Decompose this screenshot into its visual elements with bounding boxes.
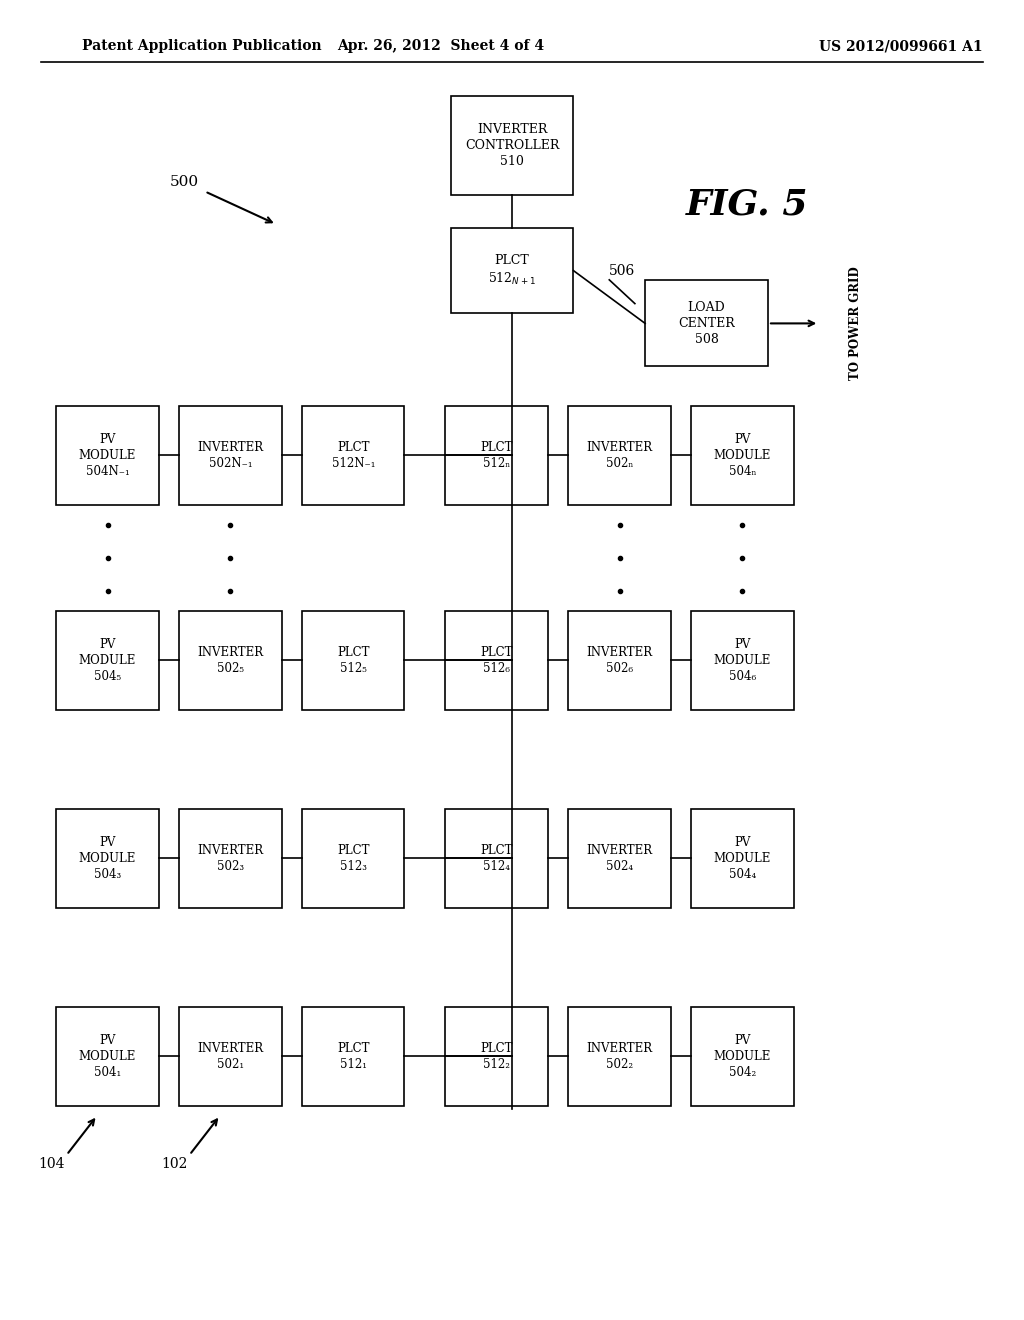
FancyBboxPatch shape xyxy=(568,407,671,504)
FancyBboxPatch shape xyxy=(179,1006,282,1106)
FancyBboxPatch shape xyxy=(179,610,282,710)
Text: PV
MODULE
504₃: PV MODULE 504₃ xyxy=(79,836,136,880)
Text: INVERTER
502₁: INVERTER 502₁ xyxy=(198,1041,263,1071)
FancyBboxPatch shape xyxy=(56,407,159,504)
Text: PV
MODULE
504ₙ: PV MODULE 504ₙ xyxy=(714,433,771,478)
Text: INVERTER
502₂: INVERTER 502₂ xyxy=(587,1041,652,1071)
Text: 102: 102 xyxy=(161,1158,187,1171)
Text: PV
MODULE
504₅: PV MODULE 504₅ xyxy=(79,638,136,682)
FancyBboxPatch shape xyxy=(691,407,794,504)
Text: PLCT
512ₙ: PLCT 512ₙ xyxy=(480,441,513,470)
Text: PV
MODULE
504₂: PV MODULE 504₂ xyxy=(714,1034,771,1078)
Text: TO POWER GRID: TO POWER GRID xyxy=(849,267,861,380)
Text: LOAD
CENTER
508: LOAD CENTER 508 xyxy=(678,301,735,346)
Text: Apr. 26, 2012  Sheet 4 of 4: Apr. 26, 2012 Sheet 4 of 4 xyxy=(337,40,544,53)
Text: INVERTER
502₃: INVERTER 502₃ xyxy=(198,843,263,873)
Text: INVERTER
CONTROLLER
510: INVERTER CONTROLLER 510 xyxy=(465,123,559,168)
Text: PV
MODULE
504₁: PV MODULE 504₁ xyxy=(79,1034,136,1078)
FancyBboxPatch shape xyxy=(445,407,548,504)
FancyBboxPatch shape xyxy=(568,1006,671,1106)
FancyBboxPatch shape xyxy=(56,1006,159,1106)
Text: PLCT
512$_{N+1}$: PLCT 512$_{N+1}$ xyxy=(488,255,536,286)
Text: US 2012/0099661 A1: US 2012/0099661 A1 xyxy=(819,40,983,53)
FancyBboxPatch shape xyxy=(691,610,794,710)
Text: PLCT
512₂: PLCT 512₂ xyxy=(480,1041,513,1071)
FancyBboxPatch shape xyxy=(445,1006,548,1106)
FancyBboxPatch shape xyxy=(302,1006,404,1106)
Text: 500: 500 xyxy=(170,176,199,189)
FancyBboxPatch shape xyxy=(451,227,573,313)
Text: FIG. 5: FIG. 5 xyxy=(686,187,809,222)
FancyBboxPatch shape xyxy=(179,407,282,504)
Text: PLCT
512₄: PLCT 512₄ xyxy=(480,843,513,873)
FancyBboxPatch shape xyxy=(56,610,159,710)
Text: PLCT
512₆: PLCT 512₆ xyxy=(480,645,513,675)
Text: PLCT
512₁: PLCT 512₁ xyxy=(337,1041,370,1071)
Text: 506: 506 xyxy=(609,264,636,277)
FancyBboxPatch shape xyxy=(56,808,159,908)
FancyBboxPatch shape xyxy=(302,808,404,908)
FancyBboxPatch shape xyxy=(645,280,768,366)
FancyBboxPatch shape xyxy=(302,610,404,710)
FancyBboxPatch shape xyxy=(445,808,548,908)
Text: INVERTER
502N₋₁: INVERTER 502N₋₁ xyxy=(198,441,263,470)
Text: INVERTER
502₄: INVERTER 502₄ xyxy=(587,843,652,873)
FancyBboxPatch shape xyxy=(302,407,404,504)
FancyBboxPatch shape xyxy=(691,808,794,908)
Text: Patent Application Publication: Patent Application Publication xyxy=(82,40,322,53)
FancyBboxPatch shape xyxy=(568,808,671,908)
Text: INVERTER
502₅: INVERTER 502₅ xyxy=(198,645,263,675)
Text: PLCT
512₃: PLCT 512₃ xyxy=(337,843,370,873)
Text: INVERTER
502₆: INVERTER 502₆ xyxy=(587,645,652,675)
FancyBboxPatch shape xyxy=(568,610,671,710)
Text: PV
MODULE
504₄: PV MODULE 504₄ xyxy=(714,836,771,880)
FancyBboxPatch shape xyxy=(691,1006,794,1106)
Text: PLCT
512₅: PLCT 512₅ xyxy=(337,645,370,675)
FancyBboxPatch shape xyxy=(179,808,282,908)
FancyBboxPatch shape xyxy=(445,610,548,710)
Text: INVERTER
502ₙ: INVERTER 502ₙ xyxy=(587,441,652,470)
Text: PV
MODULE
504N₋₁: PV MODULE 504N₋₁ xyxy=(79,433,136,478)
Text: PV
MODULE
504₆: PV MODULE 504₆ xyxy=(714,638,771,682)
FancyBboxPatch shape xyxy=(451,96,573,195)
Text: PLCT
512N₋₁: PLCT 512N₋₁ xyxy=(332,441,375,470)
Text: 104: 104 xyxy=(38,1158,65,1171)
